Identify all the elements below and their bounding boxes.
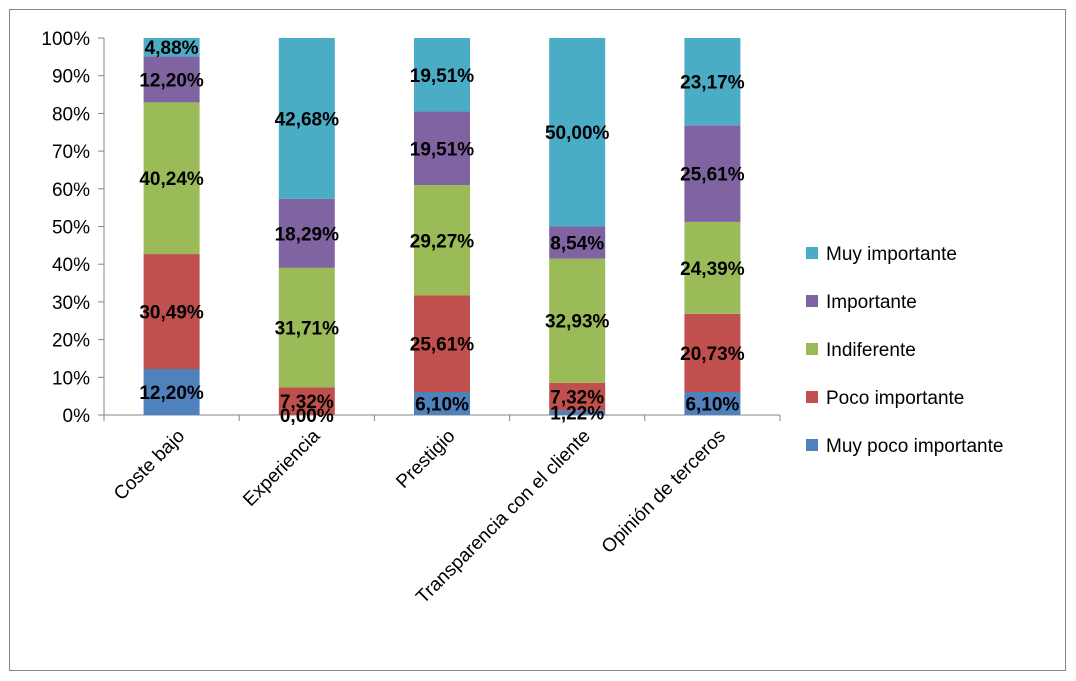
y-tick-label: 0% — [63, 406, 91, 427]
data-label: 12,20% — [139, 70, 204, 91]
legend-label: Poco importante — [826, 388, 964, 409]
bar-segment — [414, 185, 470, 296]
bar-segment — [414, 295, 470, 393]
legend-swatch — [806, 343, 818, 355]
data-label: 6,10% — [415, 395, 469, 416]
y-tick-label: 100% — [41, 29, 90, 50]
y-tick-label: 80% — [52, 104, 90, 125]
data-label: 6,10% — [685, 395, 739, 416]
data-label: 4,88% — [145, 38, 199, 59]
legend-swatch — [806, 247, 818, 259]
bar-segment — [684, 38, 741, 126]
data-label: 12,20% — [139, 383, 204, 404]
data-label: 31,71% — [275, 319, 340, 340]
data-label: 23,17% — [680, 73, 745, 94]
y-tick-label: 90% — [52, 67, 90, 88]
bar-segment — [278, 267, 335, 388]
legend-swatch — [806, 295, 818, 307]
bar-segment — [414, 38, 470, 112]
bar-segment — [549, 258, 606, 383]
data-label: 7,32% — [550, 388, 604, 409]
data-label: 7,32% — [280, 392, 334, 413]
legend-label: Muy poco importante — [826, 436, 1003, 457]
data-label: 30,49% — [139, 303, 204, 324]
data-label: 40,24% — [139, 169, 204, 190]
bar-segment — [684, 313, 741, 393]
data-label: 42,68% — [275, 109, 340, 130]
bar-segment — [143, 254, 200, 370]
bar-segment — [684, 392, 741, 415]
data-label: 0,00% — [280, 406, 334, 427]
y-tick-label: 40% — [52, 255, 90, 276]
legend-swatch — [806, 439, 818, 451]
bar-segment — [143, 38, 200, 57]
legend-label: Muy importante — [826, 244, 957, 265]
legend-label: Importante — [826, 292, 917, 313]
data-label: 19,51% — [410, 139, 475, 160]
data-label: 19,51% — [410, 66, 475, 87]
data-label: 18,29% — [275, 224, 340, 245]
bar-segment — [549, 410, 606, 415]
bar-segment — [278, 198, 335, 268]
data-label: 25,61% — [680, 165, 745, 186]
y-tick-label: 60% — [52, 180, 90, 201]
bar-segment — [414, 392, 470, 415]
y-tick-label: 10% — [52, 368, 90, 389]
data-label: 32,93% — [545, 312, 610, 333]
y-tick-label: 30% — [52, 293, 90, 314]
data-label: 29,27% — [410, 231, 475, 252]
bar-segment — [549, 382, 606, 411]
bar-segment — [143, 369, 200, 415]
data-label: 25,61% — [410, 335, 475, 356]
data-label: 1,22% — [550, 404, 604, 425]
bar-segment — [143, 102, 200, 255]
data-label: 20,73% — [680, 344, 745, 365]
data-label: 8,54% — [550, 234, 604, 255]
bar-segment — [549, 38, 606, 227]
bar-segment — [549, 226, 606, 259]
bar-segment — [143, 56, 200, 103]
legend-label: Indiferente — [826, 340, 916, 361]
y-tick-label: 70% — [52, 142, 90, 163]
bar-segment — [684, 221, 741, 314]
legend-swatch — [806, 391, 818, 403]
bar-segment — [684, 125, 741, 222]
bar-segment — [278, 38, 335, 199]
data-label: 24,39% — [680, 259, 745, 280]
bar-segment — [278, 387, 335, 415]
y-tick-label: 20% — [52, 331, 90, 352]
data-label: 50,00% — [545, 123, 610, 144]
bar-segment — [414, 111, 470, 186]
y-tick-label: 50% — [52, 218, 90, 239]
